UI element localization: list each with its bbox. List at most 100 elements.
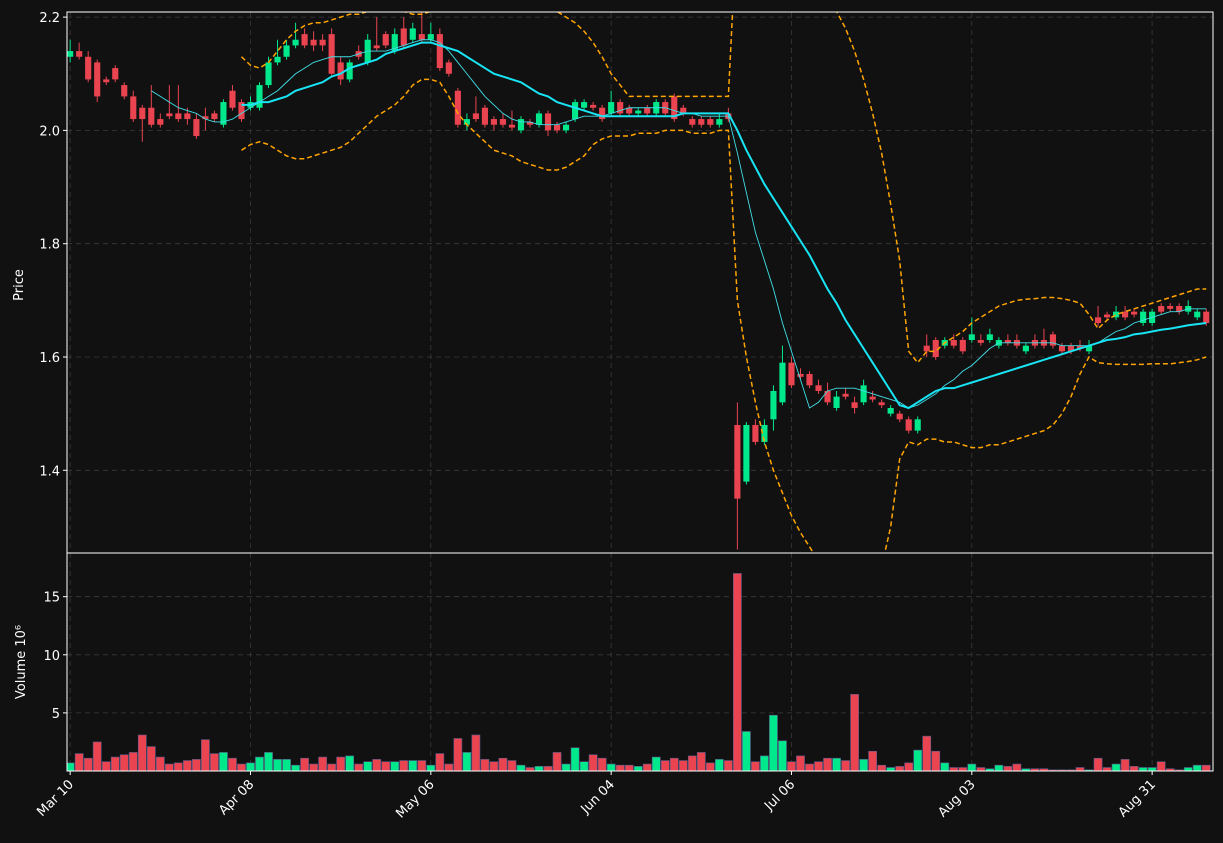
candle-body [436,34,443,69]
volume-bar [588,754,598,771]
candle-body [229,90,236,108]
candle-body [968,334,975,340]
candle-body [581,102,588,108]
candle-body [950,339,957,346]
volume-bar [877,764,887,771]
candle-body [752,424,759,442]
volume-bar [714,759,724,771]
candle-body [265,62,272,86]
volume-bar [210,753,219,771]
volume-bar [408,760,418,771]
volume-bar [760,755,769,771]
volume-bar [146,746,156,771]
candle-body [481,107,488,125]
candle-body [562,124,570,131]
overlay-line [241,78,1207,553]
candle-body [833,396,840,408]
volume-bar [164,763,174,771]
candle-body [166,113,173,117]
volume-bar [633,766,643,771]
volume-bar [498,757,508,771]
candle-body [112,68,119,80]
candle-body [815,385,822,391]
volume-bar [805,763,814,771]
candle-body [923,345,930,352]
candle-body [644,107,651,114]
candle-body [526,121,534,125]
volume-bar [1147,767,1157,771]
candle-body [1004,339,1011,343]
candle-body [1049,334,1057,346]
volume-bar [832,757,841,771]
volume-bar [327,763,336,771]
candle-body [193,119,200,137]
candle-body [85,56,92,80]
candle-body [779,362,786,403]
volume-bar [282,759,291,771]
volume-bar [696,752,706,771]
volume-bar [309,763,318,771]
candle-body [743,424,750,482]
volume-bar [976,767,986,771]
candle-body [761,424,768,442]
candle-body [716,119,723,125]
volume-bar [354,763,364,771]
candle-body [1113,311,1120,318]
volume-bar [1120,759,1130,771]
candle-body [328,34,335,74]
candle-body [238,102,245,120]
overlay-layer [151,12,1207,553]
volume-bar [687,755,697,771]
volume-bar [173,762,183,771]
y-tick-label: 2.2 [39,11,60,26]
candle-body [400,28,407,46]
candle-body [1203,311,1210,324]
overlay-line [240,12,1207,364]
volume-bar [525,767,535,771]
candle-body [184,113,191,120]
candle-body [1131,311,1138,315]
volume-bar [119,754,129,771]
candle-body [121,85,128,97]
candle-body [292,39,299,46]
volume-bar [300,757,309,771]
volume-bar [453,738,463,771]
candle-body [472,113,479,120]
candle-body [445,62,452,74]
candle-body [869,396,876,400]
candle-body [283,45,290,57]
candle-body [427,34,434,40]
candle-body [517,119,525,131]
volume-bar [642,763,652,771]
volume-bar [814,761,823,771]
y-tick-label: 1.4 [39,464,60,479]
candle-body [1094,317,1102,324]
candle-body [94,62,101,97]
volume-bar [850,694,859,771]
volume-bar [1201,764,1211,771]
volume-bar [381,761,391,771]
volume-bar [724,760,733,771]
volume-bar [318,756,327,771]
candle-body [1103,314,1111,318]
candle-body [770,390,777,420]
candle-body [1167,306,1174,309]
volume-bar [1183,767,1193,771]
volume-bar [1138,767,1148,771]
volume-bar [128,752,138,771]
y-tick-label: 15 [43,591,60,606]
volume-bar [462,752,472,771]
candle-body [454,90,461,125]
candle-body [671,96,678,120]
volume-bar [92,741,102,771]
volume-bar [228,757,237,771]
volume-bar [471,734,481,771]
y-tick-label: 1.6 [39,351,60,366]
volume-bar [516,764,526,771]
volume-bar [823,757,832,771]
candle-body [608,102,615,114]
volume-bar [940,762,950,771]
candle-body [860,385,867,403]
volume-bar [1111,763,1121,771]
candle-body [139,107,146,120]
